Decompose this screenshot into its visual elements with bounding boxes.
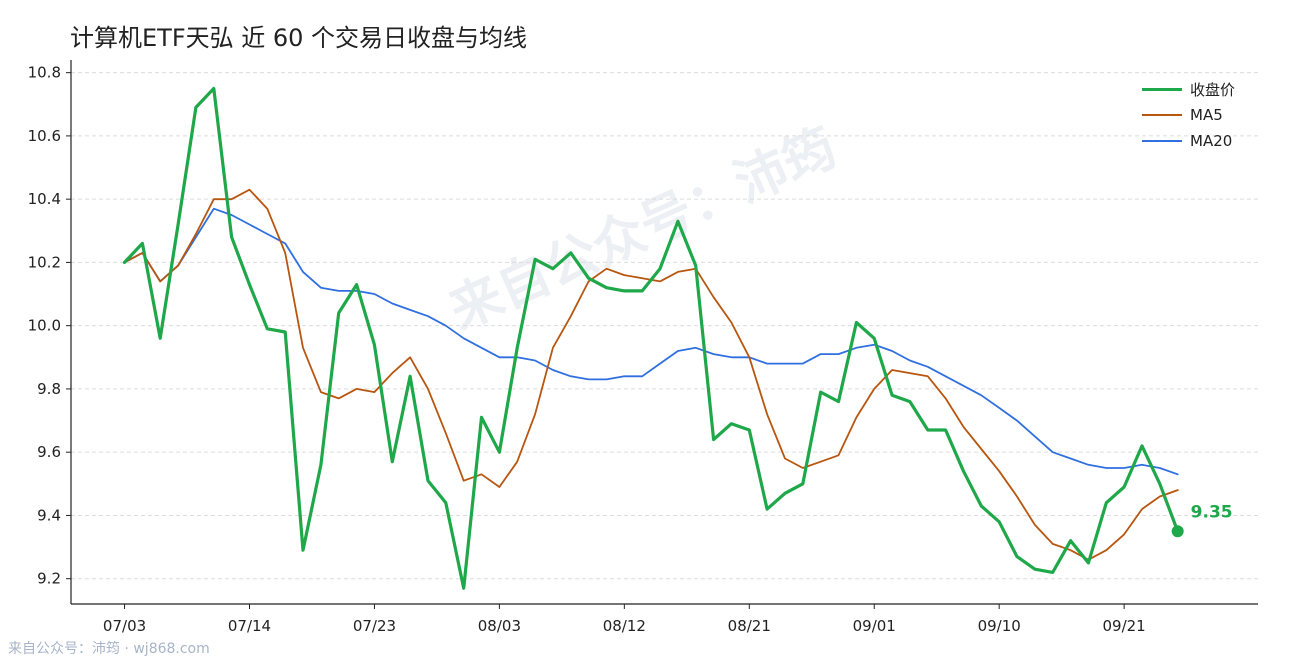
x-tick-label: 08/03 (478, 617, 521, 635)
tick-labels: 9.2 9.4 9.6 9.8 10.0 10.2 10.4 10.6 10.8 07/03 07/… (28, 64, 1233, 635)
legend-swatch-ma20 (1142, 140, 1182, 142)
y-tick-label: 9.8 (37, 380, 61, 398)
y-tick-label: 10.2 (28, 253, 61, 271)
y-tick-label: 9.4 (37, 506, 61, 524)
legend-swatch-ma5 (1142, 114, 1182, 116)
legend-label-ma5: MA5 (1190, 106, 1223, 124)
series-lines (122, 86, 1184, 590)
legend-item-close: 收盘价 (1142, 76, 1235, 102)
legend-swatch-close (1142, 87, 1182, 91)
legend-label-close: 收盘价 (1190, 80, 1236, 99)
legend-item-ma20: MA20 (1142, 128, 1235, 154)
legend: 收盘价 MA5 MA20 (1142, 76, 1235, 154)
x-tick-label: 07/03 (103, 617, 146, 635)
y-tick-label: 9.6 (37, 443, 61, 461)
last-point-marker (1171, 525, 1184, 538)
legend-item-ma5: MA5 (1142, 102, 1235, 128)
axes (66, 60, 1258, 609)
y-tick-label: 10.4 (28, 190, 61, 208)
x-tick-label: 09/10 (978, 617, 1021, 635)
watermark-text: 来自公众号：沛筠 (441, 117, 845, 341)
y-tick-label: 10.8 (28, 64, 61, 82)
legend-label-ma20: MA20 (1190, 132, 1233, 150)
y-tick-label: 10.6 (28, 127, 61, 145)
x-tick-label: 07/23 (353, 617, 396, 635)
y-tick-label: 10.0 (28, 317, 61, 335)
x-tick-label: 09/21 (1103, 617, 1146, 635)
x-tick-label: 08/21 (728, 617, 771, 635)
y-tick-label: 9.2 (37, 570, 61, 588)
chart-title: 计算机ETF天弘 近 60 个交易日收盘与均线 (70, 24, 528, 52)
series-line-close (122, 86, 1180, 590)
series-line-ma20 (123, 207, 1179, 476)
x-tick-label: 09/01 (853, 617, 896, 635)
footer-credit: 来自公众号：沛筠 · wj868.com (8, 641, 210, 657)
x-tick-label: 07/14 (228, 617, 271, 635)
grid-lines (71, 72, 1258, 580)
last-value-label: 9.35 (1191, 502, 1233, 522)
x-tick-label: 08/12 (603, 617, 646, 635)
